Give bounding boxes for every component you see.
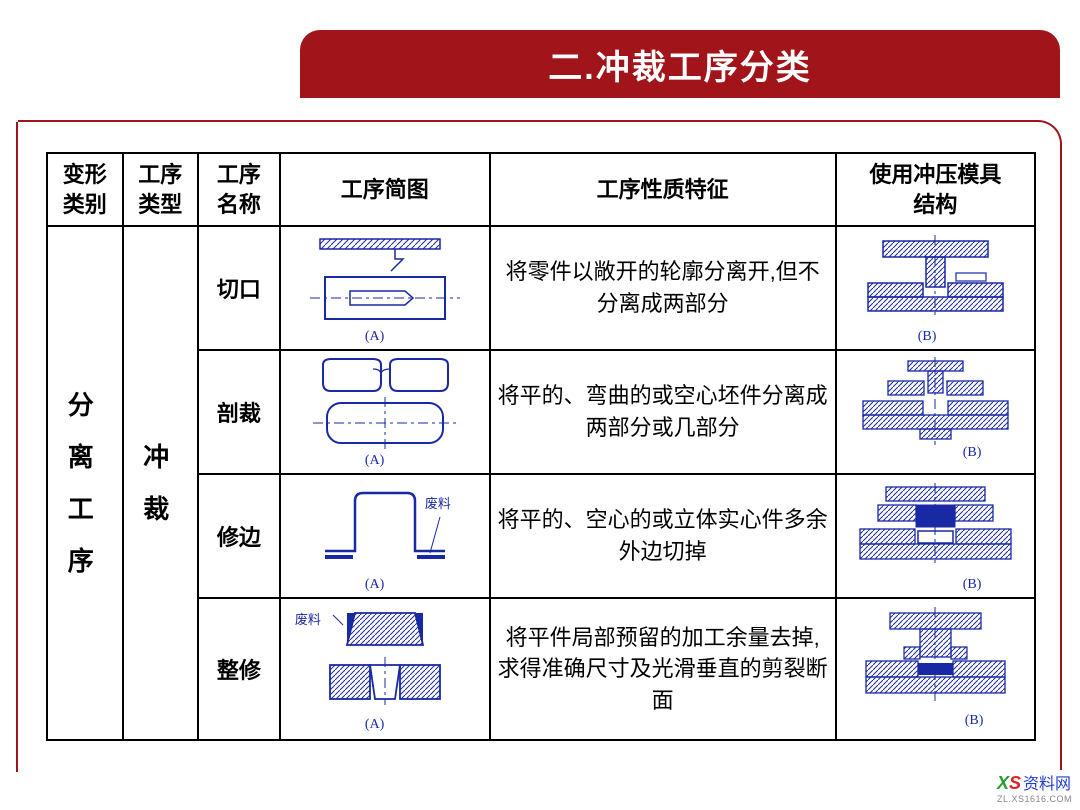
tool-label-b: (B) [963,445,982,461]
th-type: 工序 类型 [123,153,199,226]
scrap-label: 废料 [425,493,451,512]
cell-name: 切口 [198,226,280,350]
diagram-label-a: (A) [365,577,384,593]
diagram-label-a: (A) [365,329,384,345]
th-diagram: 工序简图 [280,153,490,226]
cell-diagram: 废料 (A) [280,598,490,740]
tool-label-b: (B) [918,329,937,345]
page-title: 二.冲裁工序分类 [548,40,811,89]
th-category: 变形 类别 [47,153,123,226]
table-header: 变形 类别 工序 类型 工序 名称 工序简图 工序性质特征 使用冲压模具 结构 [47,153,1035,226]
cell-characteristic: 将平的、弯曲的或空心坯件分离成两部分或几部分 [490,350,836,474]
type-label: 冲裁 [130,431,192,535]
cell-tool: (B) [836,350,1035,474]
cell-category: 分离工序 [47,226,123,740]
title-banner: 二.冲裁工序分类 [300,30,1060,98]
watermark: XS资料网 ZL.XS1616.COM [997,770,1072,804]
diagram-poucai-icon [295,357,475,453]
cell-tool: (B) [836,474,1035,598]
th-characteristic: 工序性质特征 [490,153,836,226]
cell-diagram: 废料 (A) [280,474,490,598]
tool-poucai-icon [848,357,1023,453]
diagram-label-a: (A) [365,717,384,733]
diagram-zhengxiu-icon [295,605,475,717]
cell-diagram: (A) [280,226,490,350]
cell-name: 剖裁 [198,350,280,474]
diagram-qiekou-icon [295,233,475,329]
tool-qiekou-icon [848,233,1023,329]
th-name: 工序 名称 [198,153,280,226]
table-row: 分离工序 冲裁 切口 [47,226,1035,350]
category-label: 分离工序 [54,379,116,587]
cell-diagram: (A) [280,350,490,474]
classification-table: 变形 类别 工序 类型 工序 名称 工序简图 工序性质特征 使用冲压模具 结构 … [46,152,1036,741]
scrap-label: 废料 [295,609,321,628]
cell-name: 整修 [198,598,280,740]
tool-label-b: (B) [965,713,984,729]
cell-characteristic: 将零件以敞开的轮廓分离开,但不分离成两部分 [490,226,836,350]
tool-label-b: (B) [963,577,982,593]
cell-name: 修边 [198,474,280,598]
tool-xiubian-icon [848,481,1023,577]
diagram-label-a: (A) [365,453,384,469]
cell-tool: (B) [836,226,1035,350]
tool-zhengxiu-icon [848,605,1023,717]
cell-characteristic: 将平件局部预留的加工余量去掉,求得准确尺寸及光滑垂直的剪裂断面 [490,598,836,740]
cell-characteristic: 将平的、空心的或立体实心件多余外边切掉 [490,474,836,598]
th-tool: 使用冲压模具 结构 [836,153,1035,226]
cell-type: 冲裁 [123,226,199,740]
cell-tool: (B) [836,598,1035,740]
